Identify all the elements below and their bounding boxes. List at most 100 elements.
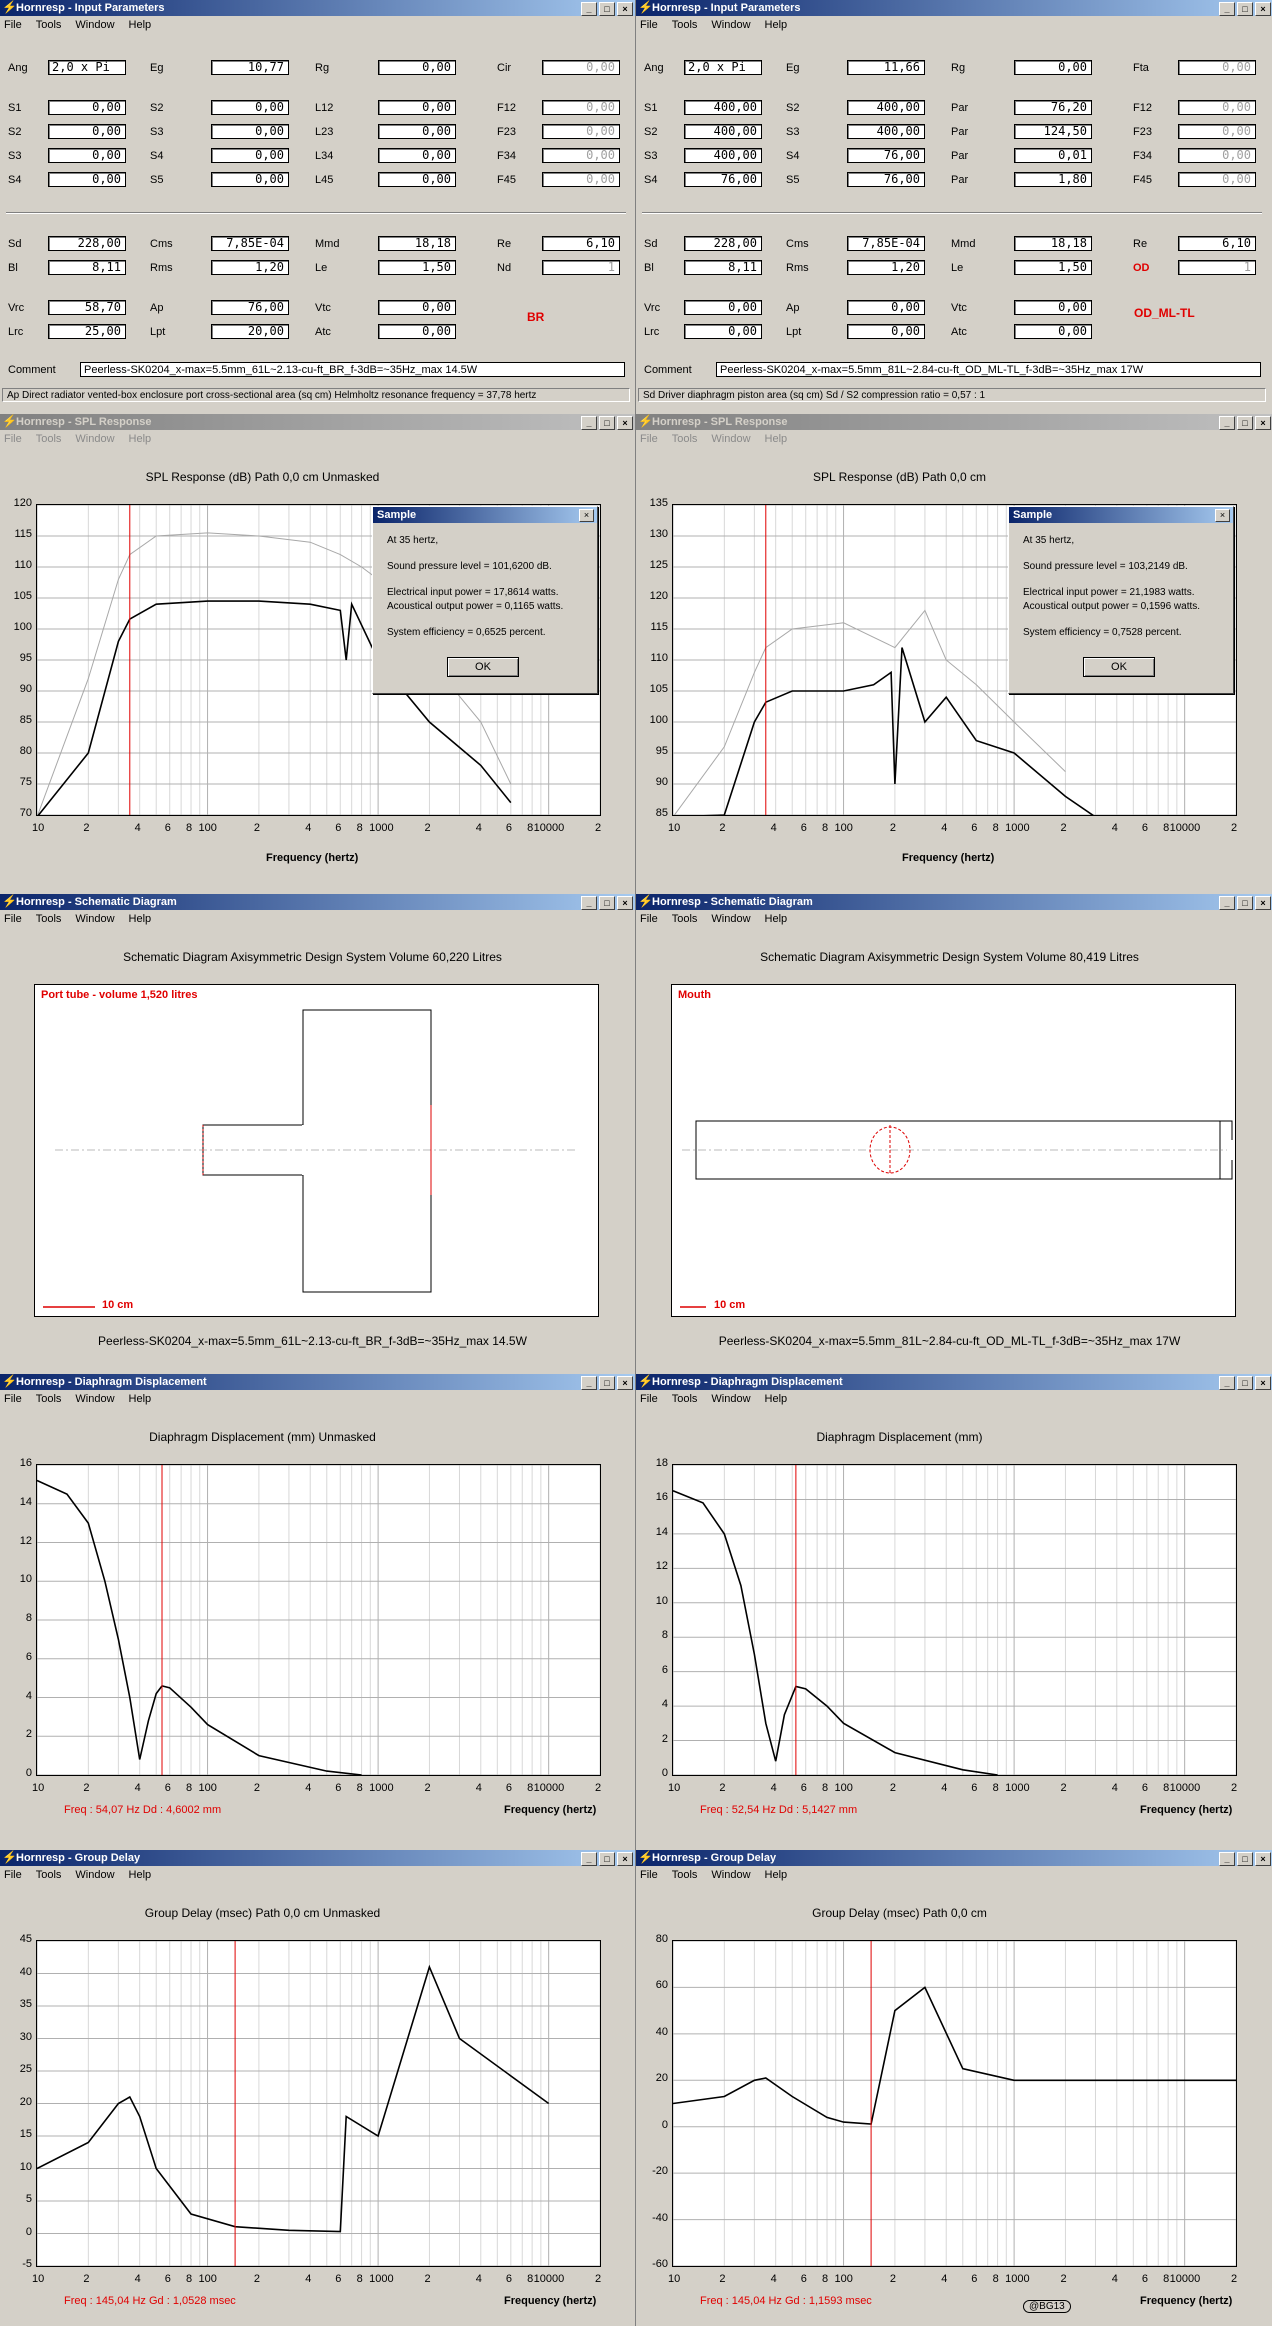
comment-field[interactable]: Peerless-SK0204_x-max=5.5mm_61L~2.13-cu-… — [80, 362, 625, 377]
param-sd-field[interactable]: 228,00 — [48, 236, 126, 251]
menu-tools[interactable]: Tools — [35, 1869, 62, 1881]
param-ap-field[interactable]: 76,00 — [211, 300, 289, 315]
param-rms-field[interactable]: 1,20 — [211, 260, 289, 275]
titlebar[interactable]: ⚡ Hornresp - Diaphragm Displacement _ □ × — [636, 1374, 1272, 1390]
menu-file[interactable]: File — [4, 913, 22, 925]
minimize-button[interactable]: _ — [581, 416, 597, 430]
param-s1-field[interactable]: 0,00 — [48, 100, 126, 115]
titlebar[interactable]: ⚡ Hornresp - Input Parameters _ □ × — [636, 0, 1272, 16]
param-rg-field[interactable]: 0,00 — [1014, 60, 1092, 75]
minimize-button[interactable]: _ — [1219, 1376, 1235, 1390]
menu-tools[interactable]: Tools — [671, 1393, 698, 1405]
param-rms-field[interactable]: 1,20 — [847, 260, 925, 275]
close-button[interactable]: × — [617, 896, 633, 910]
menu-help[interactable]: Help — [764, 433, 788, 445]
close-button[interactable]: × — [617, 2, 633, 16]
menu-window[interactable]: Window — [75, 1393, 115, 1405]
param-s1-field[interactable]: 400,00 — [684, 100, 762, 115]
minimize-button[interactable]: _ — [581, 1852, 597, 1866]
titlebar[interactable]: ⚡ Hornresp - SPL Response _ □ × — [636, 414, 1272, 430]
maximize-button[interactable]: □ — [1237, 896, 1253, 910]
param-vrc-field[interactable]: 0,00 — [684, 300, 762, 315]
minimize-button[interactable]: _ — [1219, 416, 1235, 430]
minimize-button[interactable]: _ — [1219, 1852, 1235, 1866]
titlebar[interactable]: ⚡ Hornresp - Diaphragm Displacement _ □ × — [0, 1374, 635, 1390]
minimize-button[interactable]: _ — [581, 2, 597, 16]
param-s3-field[interactable]: 400,00 — [847, 124, 925, 139]
param-mmd-field[interactable]: 18,18 — [378, 236, 456, 251]
menu-help[interactable]: Help — [764, 1869, 788, 1881]
maximize-button[interactable]: □ — [1237, 1376, 1253, 1390]
menu-tools[interactable]: Tools — [671, 19, 698, 31]
param-sd-field[interactable]: 228,00 — [684, 236, 762, 251]
menu-window[interactable]: Window — [711, 433, 751, 445]
param-l23-field[interactable]: 0,00 — [378, 124, 456, 139]
maximize-button[interactable]: □ — [1237, 2, 1253, 16]
titlebar[interactable]: ⚡ Hornresp - Group Delay _ □ × — [0, 1850, 635, 1866]
menu-window[interactable]: Window — [75, 913, 115, 925]
param-f34-field[interactable]: 0,00 — [542, 148, 620, 163]
param-atc-field[interactable]: 0,00 — [1014, 324, 1092, 339]
menu-window[interactable]: Window — [711, 913, 751, 925]
param-ang-field[interactable]: 2,0 x Pi — [684, 60, 762, 75]
menu-help[interactable]: Help — [764, 913, 788, 925]
param-s3-field[interactable]: 0,00 — [211, 124, 289, 139]
param-ang-field[interactable]: 2,0 x Pi — [48, 60, 126, 75]
close-button[interactable]: × — [1255, 416, 1271, 430]
param-f34-field[interactable]: 0,00 — [1178, 148, 1256, 163]
param-eg-field[interactable]: 10,77 — [211, 60, 289, 75]
param-vtc-field[interactable]: 0,00 — [1014, 300, 1092, 315]
menu-file[interactable]: File — [4, 1869, 22, 1881]
menu-tools[interactable]: Tools — [35, 1393, 62, 1405]
close-button[interactable]: × — [617, 416, 633, 430]
param-s2-field[interactable]: 0,00 — [211, 100, 289, 115]
param-re-field[interactable]: 6,10 — [542, 236, 620, 251]
menu-help[interactable]: Help — [128, 433, 152, 445]
param-re-field[interactable]: 6,10 — [1178, 236, 1256, 251]
titlebar[interactable]: ⚡ Hornresp - Input Parameters _ □ × — [0, 0, 635, 16]
dialog-close-button[interactable]: × — [579, 509, 594, 522]
param-lpt-field[interactable]: 0,00 — [847, 324, 925, 339]
param-l12-field[interactable]: 0,00 — [378, 100, 456, 115]
param-lrc-field[interactable]: 25,00 — [48, 324, 126, 339]
menu-file[interactable]: File — [640, 913, 658, 925]
param-s5-field[interactable]: 76,00 — [847, 172, 925, 187]
param-cir-field[interactable]: 0,00 — [542, 60, 620, 75]
param-s2-field[interactable]: 400,00 — [684, 124, 762, 139]
menu-help[interactable]: Help — [764, 1393, 788, 1405]
param-par-field[interactable]: 76,20 — [1014, 100, 1092, 115]
menu-file[interactable]: File — [640, 19, 658, 31]
menu-help[interactable]: Help — [128, 1393, 152, 1405]
param-f45-field[interactable]: 0,00 — [542, 172, 620, 187]
maximize-button[interactable]: □ — [599, 1852, 615, 1866]
param-le-field[interactable]: 1,50 — [1014, 260, 1092, 275]
menu-file[interactable]: File — [640, 1869, 658, 1881]
menu-window[interactable]: Window — [75, 1869, 115, 1881]
maximize-button[interactable]: □ — [599, 1376, 615, 1390]
menu-help[interactable]: Help — [128, 913, 152, 925]
minimize-button[interactable]: _ — [1219, 896, 1235, 910]
param-s4-field[interactable]: 0,00 — [211, 148, 289, 163]
param-f45-field[interactable]: 0,00 — [1178, 172, 1256, 187]
param-l45-field[interactable]: 0,00 — [378, 172, 456, 187]
maximize-button[interactable]: □ — [1237, 416, 1253, 430]
param-f23-field[interactable]: 0,00 — [1178, 124, 1256, 139]
minimize-button[interactable]: _ — [1219, 2, 1235, 16]
maximize-button[interactable]: □ — [599, 896, 615, 910]
dialog-title[interactable]: Sample — [373, 507, 597, 523]
ok-button[interactable]: OK — [1083, 657, 1155, 677]
menu-tools[interactable]: Tools — [671, 913, 698, 925]
menu-window[interactable]: Window — [711, 1393, 751, 1405]
menu-file[interactable]: File — [4, 433, 22, 445]
param-s4-field[interactable]: 76,00 — [847, 148, 925, 163]
param-s3-field[interactable]: 400,00 — [684, 148, 762, 163]
param-vrc-field[interactable]: 58,70 — [48, 300, 126, 315]
menu-window[interactable]: Window — [711, 1869, 751, 1881]
titlebar[interactable]: ⚡ Hornresp - Group Delay _ □ × — [636, 1850, 1272, 1866]
dialog-title[interactable]: Sample — [1009, 507, 1233, 523]
menu-tools[interactable]: Tools — [671, 433, 698, 445]
menu-window[interactable]: Window — [711, 19, 751, 31]
param-l34-field[interactable]: 0,00 — [378, 148, 456, 163]
param-bl-field[interactable]: 8,11 — [48, 260, 126, 275]
menu-file[interactable]: File — [640, 433, 658, 445]
